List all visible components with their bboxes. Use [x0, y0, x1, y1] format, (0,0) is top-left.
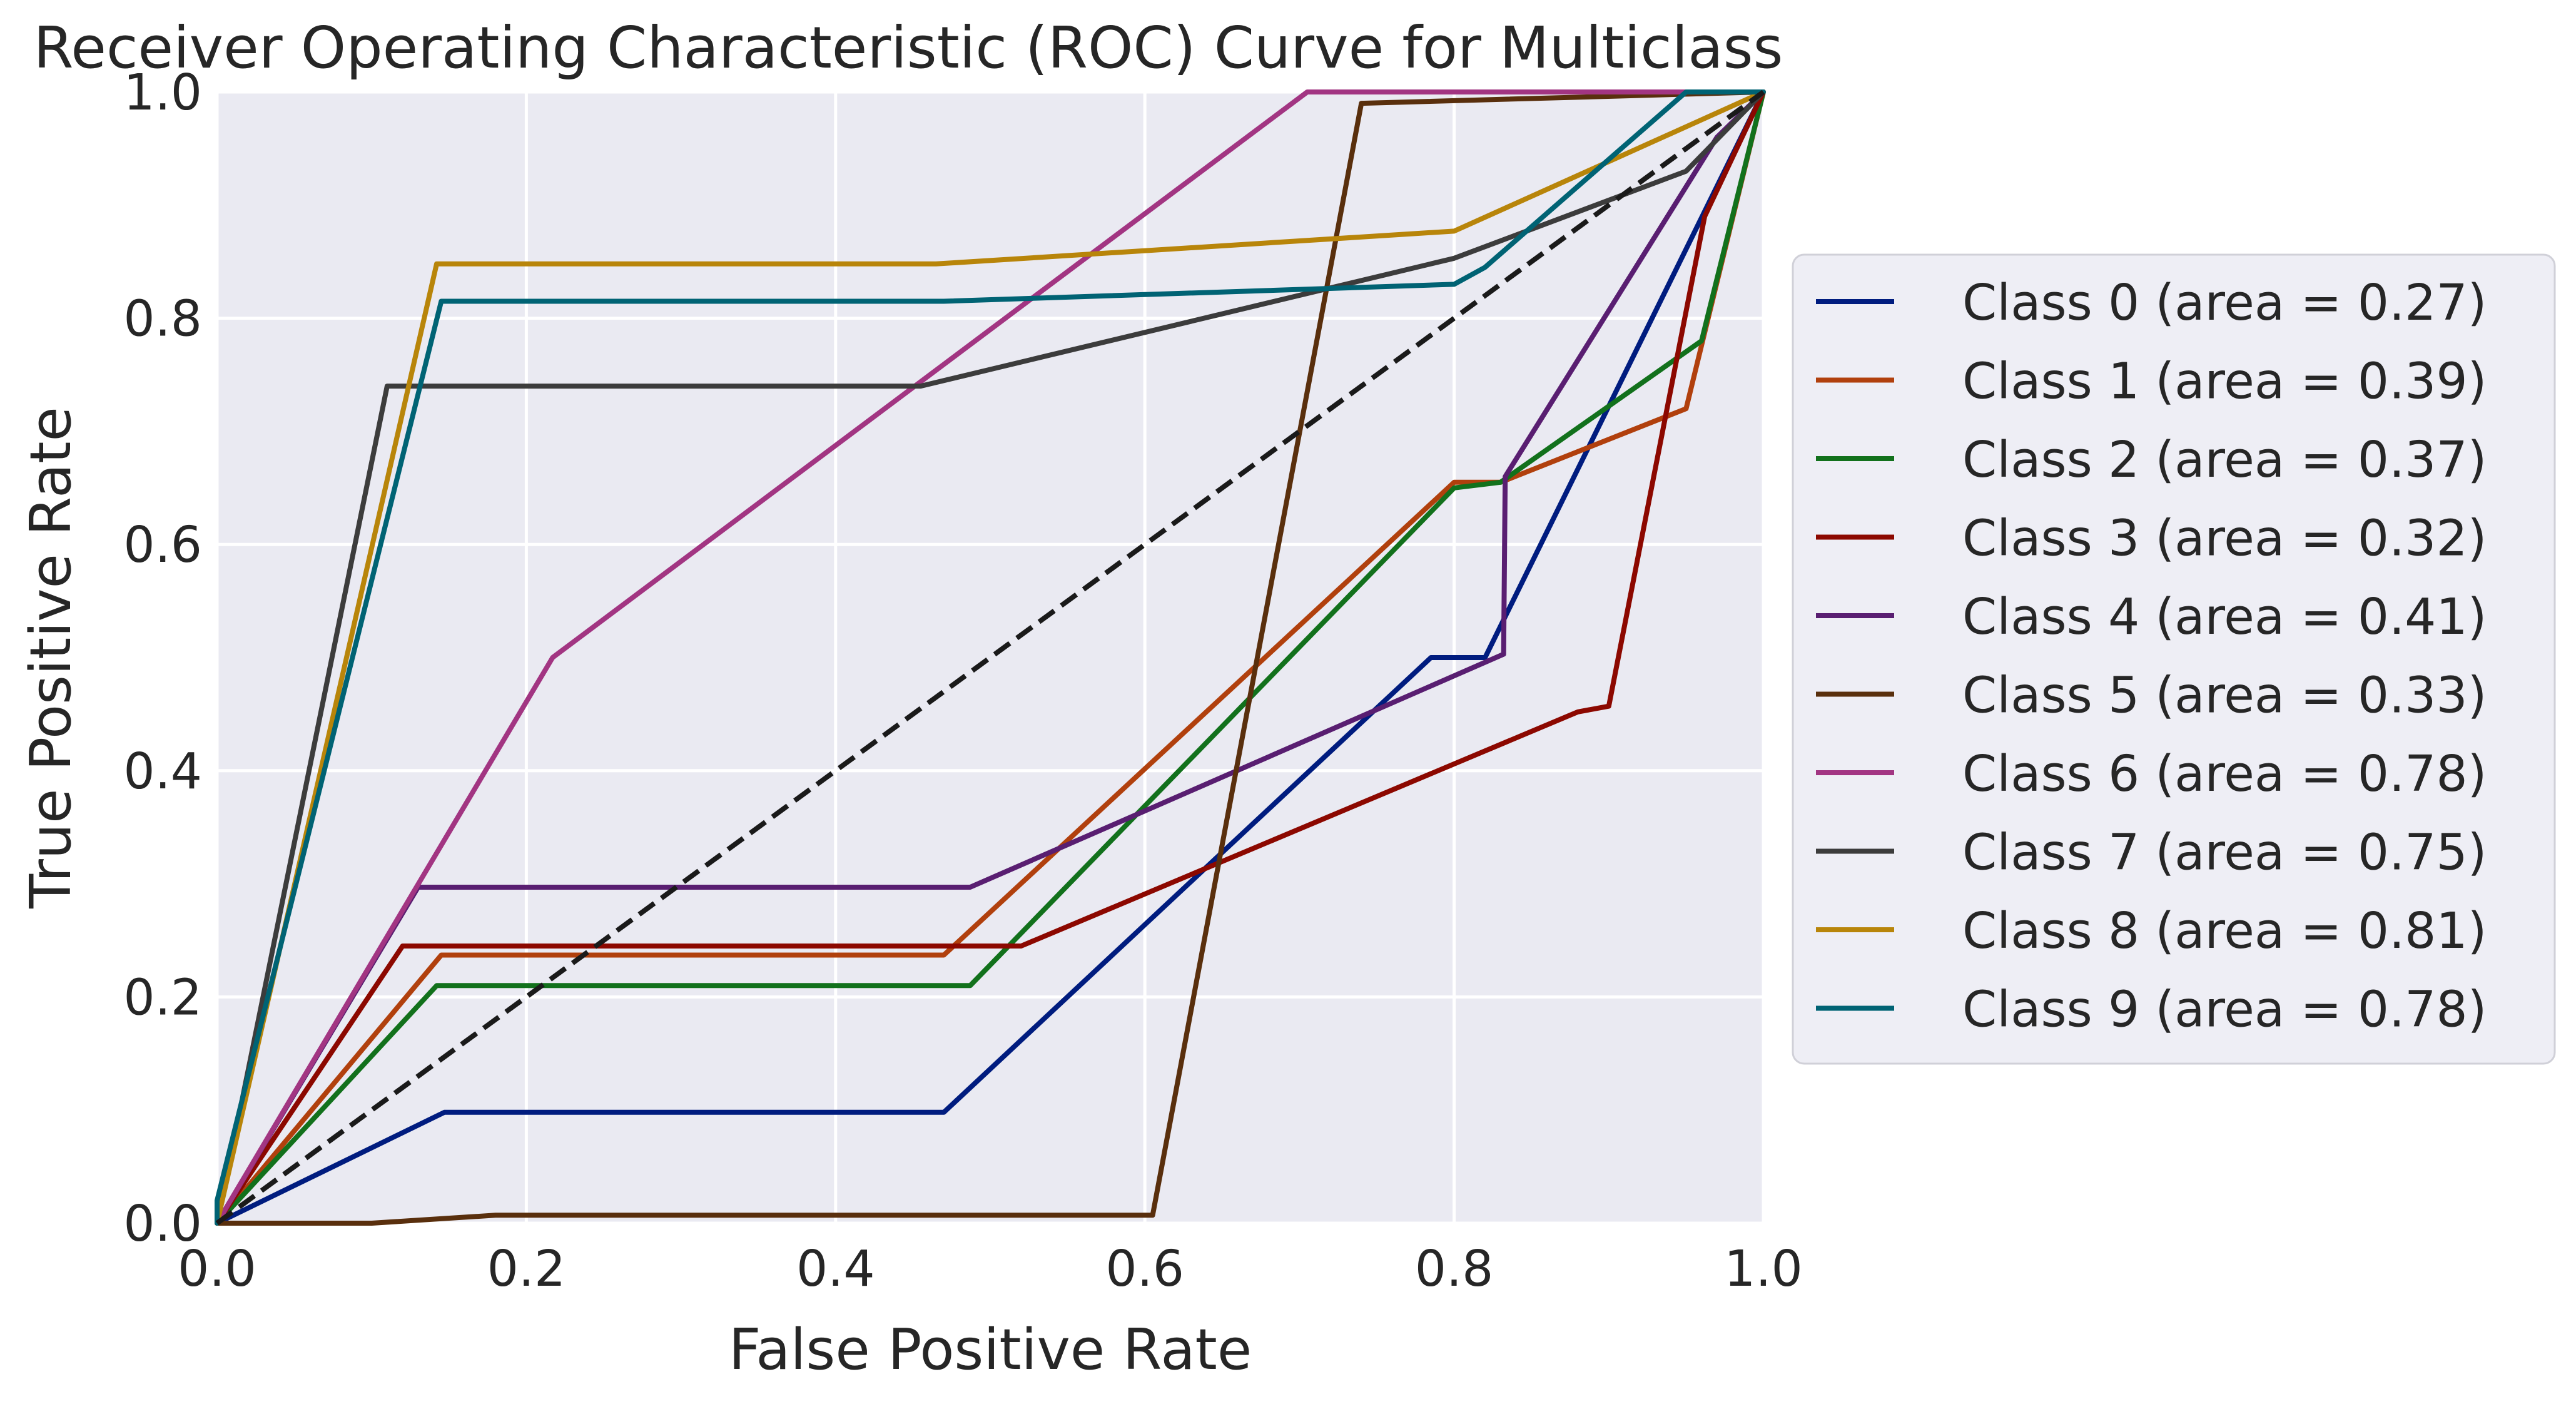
series-line-class-9 [215, 89, 1766, 1226]
x-tick-label-5: 1.0 [1724, 1240, 1803, 1298]
y-tick-label-4: 0.8 [123, 290, 202, 348]
chart-title: Receiver Operating Characteristic (ROC) … [34, 14, 1783, 81]
x-tick-label-2: 0.4 [796, 1240, 875, 1298]
legend-label-class-6: Class 6 (area = 0.78) [1962, 745, 2487, 803]
series-line-class-5 [215, 89, 1766, 1226]
legend-label-class-8: Class 8 (area = 0.81) [1962, 902, 2487, 960]
x-tick-label-1: 0.2 [487, 1240, 566, 1298]
y-tick-label-1: 0.2 [123, 969, 202, 1026]
series-line-class-3 [215, 89, 1766, 1226]
series-line-class-8 [215, 89, 1766, 1226]
series-line-class-1 [215, 89, 1766, 1226]
series-line-class-7 [215, 89, 1766, 1226]
y-tick-label-2: 0.4 [123, 743, 202, 800]
y-axis-label: True Positive Rate [18, 407, 84, 909]
series-line-class-0 [215, 89, 1766, 1226]
series-line-class-6 [215, 89, 1766, 1226]
legend-label-class-4: Class 4 (area = 0.41) [1962, 588, 2487, 646]
series-lines [215, 89, 1766, 1226]
legend: Class 0 (area = 0.27) Class 1 (area = 0.3… [1792, 253, 2556, 1065]
legend-label-class-2: Class 2 (area = 0.37) [1962, 431, 2487, 489]
legend-label-class-5: Class 5 (area = 0.33) [1962, 667, 2487, 725]
y-tick-label-3: 0.6 [123, 516, 202, 574]
x-axis-label: False Positive Rate [729, 1317, 1252, 1383]
legend-label-class-0: Class 0 (area = 0.27) [1962, 274, 2487, 332]
x-tick-label-3: 0.6 [1105, 1240, 1184, 1298]
legend-label-class-7: Class 7 (area = 0.75) [1962, 824, 2487, 882]
y-tick-label-0: 0.0 [123, 1195, 202, 1253]
x-tick-label-0: 0.0 [178, 1240, 256, 1298]
y-tick-label-5: 1.0 [123, 64, 202, 121]
legend-label-class-9: Class 9 (area = 0.78) [1962, 981, 2487, 1039]
x-tick-label-4: 0.8 [1415, 1240, 1494, 1298]
legend-label-class-3: Class 3 (area = 0.32) [1962, 510, 2487, 567]
series-line-class-2 [215, 89, 1766, 1226]
tick-labels: 0.0 0.2 0.4 0.6 0.8 1.0 0.0 0.2 0.4 0.6 0.8 1.0 [123, 64, 1802, 1298]
legend-box [1792, 253, 2556, 1065]
legend-label-class-1: Class 1 (area = 0.39) [1962, 353, 2487, 410]
chance-diagonal-line [215, 89, 1765, 1226]
